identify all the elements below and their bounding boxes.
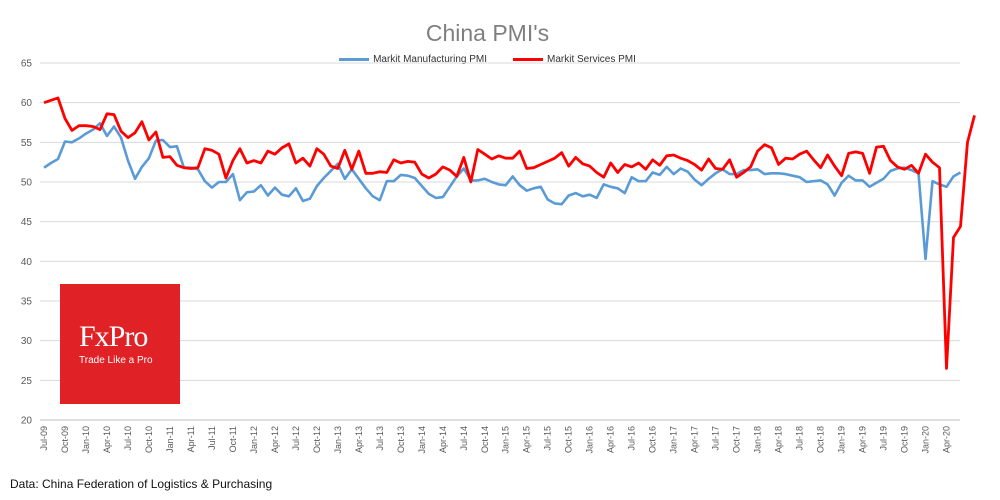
- series-line-manufacturing: [43, 122, 962, 261]
- x-tick-label: Jan-18: [753, 426, 763, 454]
- x-tick-label: Jul-16: [627, 426, 637, 451]
- x-tick-label: Jan-15: [501, 426, 511, 454]
- x-tick-label: Apr-18: [774, 426, 784, 453]
- y-tick-label: 30: [21, 336, 33, 347]
- fxpro-logo: FxPro Trade Like a Pro: [60, 284, 180, 404]
- y-tick-label: 20: [21, 416, 33, 427]
- legend-item-services: Markit Services PMI: [513, 54, 636, 65]
- x-axis: Jul-09 Oct-09 Jan-10 Apr-10 Jul-10 Oct-10 Jan-…: [39, 419, 960, 454]
- y-tick-label: 40: [21, 257, 33, 268]
- x-tick-label: Oct-16: [648, 426, 658, 453]
- x-tick-label: Apr-16: [606, 426, 616, 453]
- x-tick-label: Jul-10: [123, 426, 133, 451]
- x-tick-label: Apr-10: [102, 426, 112, 453]
- x-tick-label: Jan-11: [165, 426, 175, 453]
- x-tick-label: Apr-19: [858, 426, 868, 453]
- legend-label-services: Markit Services PMI: [547, 54, 636, 65]
- series-lines: [43, 96, 976, 370]
- x-tick-label: Jul-19: [879, 426, 889, 451]
- x-tick-label: Oct-15: [564, 426, 574, 453]
- source-note: Data: China Federation of Logistics & Pu…: [10, 477, 273, 491]
- x-tick-label: Jan-17: [669, 426, 679, 454]
- x-tick-label: Jul-09: [39, 426, 49, 451]
- x-tick-label: Oct-14: [480, 426, 490, 453]
- x-tick-label: Jan-10: [81, 426, 91, 454]
- x-tick-label: Apr-11: [186, 426, 196, 452]
- x-tick-label: Oct-12: [312, 426, 322, 453]
- x-tick-label: Jul-11: [207, 426, 217, 450]
- x-tick-label: Jul-13: [375, 426, 385, 451]
- x-tick-label: Jan-20: [921, 426, 931, 454]
- x-tick-label: Jan-19: [837, 426, 847, 454]
- x-tick-label: Jul-15: [543, 426, 553, 451]
- x-tick-label: Apr-20: [942, 426, 952, 453]
- x-tick-label: Oct-11: [228, 426, 238, 452]
- y-tick-label: 60: [21, 98, 33, 109]
- y-tick-label: 35: [21, 297, 33, 308]
- x-tick-label: Oct-13: [396, 426, 406, 453]
- x-tick-label: Jul-14: [459, 426, 469, 451]
- legend-swatch-manufacturing: [339, 58, 370, 61]
- x-tick-label: Oct-19: [900, 426, 910, 453]
- x-tick-label: Oct-18: [816, 426, 826, 453]
- x-tick-label: Jan-12: [249, 426, 259, 454]
- y-axis: 20 25 30 35 40 45 50 55 60 65: [21, 59, 33, 427]
- series-line-services: [43, 96, 976, 370]
- logo-brand: FxPro: [79, 320, 148, 353]
- x-tick-label: Apr-12: [270, 426, 280, 453]
- x-tick-label: Apr-13: [354, 426, 364, 453]
- x-tick-label: Apr-15: [522, 426, 532, 453]
- x-tick-label: Oct-09: [60, 426, 70, 453]
- legend-item-manufacturing: Markit Manufacturing PMI: [339, 54, 487, 65]
- y-tick-label: 25: [21, 376, 33, 387]
- y-tick-label: 45: [21, 217, 33, 228]
- x-tick-label: Oct-10: [144, 426, 154, 453]
- x-tick-label: Oct-17: [732, 426, 742, 453]
- x-tick-label: Jul-18: [795, 426, 805, 451]
- legend: Markit Manufacturing PMI Markit Services…: [0, 54, 975, 65]
- x-tick-label: Apr-17: [690, 426, 700, 453]
- y-tick-label: 65: [21, 59, 33, 70]
- x-tick-label: Apr-14: [438, 426, 448, 453]
- legend-swatch-services: [513, 58, 544, 61]
- x-tick-label: Jan-13: [333, 426, 343, 454]
- legend-label-manufacturing: Markit Manufacturing PMI: [373, 54, 488, 65]
- chart-title: China PMI's: [425, 20, 550, 46]
- x-tick-label: Jul-12: [291, 426, 301, 451]
- x-tick-label: Jan-14: [417, 426, 427, 454]
- x-tick-label: Jul-17: [711, 426, 721, 451]
- y-tick-label: 50: [21, 178, 33, 189]
- x-tick-label: Jan-16: [585, 426, 595, 454]
- logo-tagline: Trade Like a Pro: [79, 355, 153, 366]
- y-tick-label: 55: [21, 138, 33, 149]
